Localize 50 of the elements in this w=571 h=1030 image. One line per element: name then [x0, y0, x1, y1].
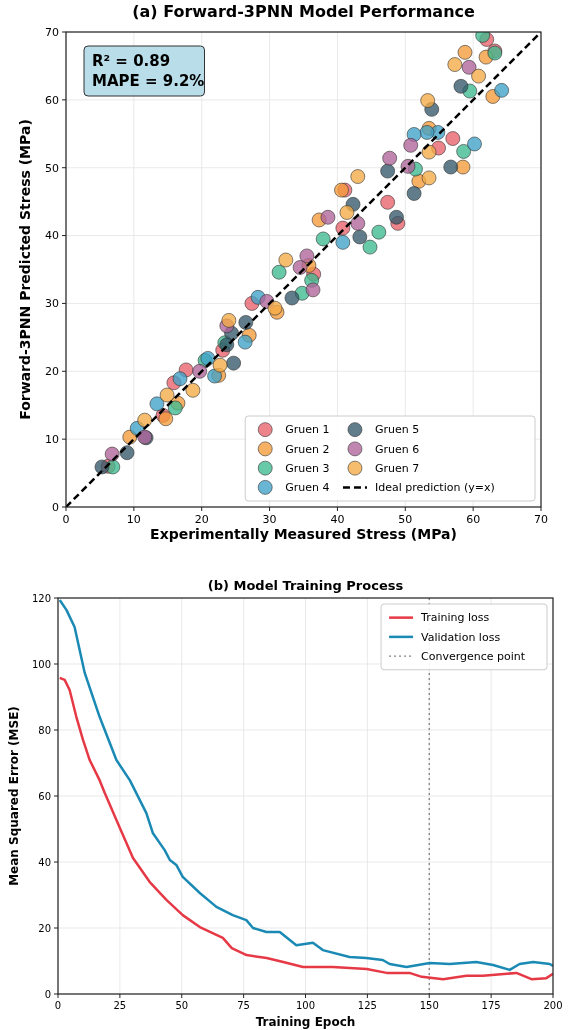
x-tick-label: 50: [175, 1000, 189, 1011]
x-tick-label: 125: [357, 1000, 377, 1011]
x-tick-label: 30: [262, 512, 277, 526]
y-tick-label: 20: [45, 365, 59, 379]
x-tick-label: 70: [534, 512, 548, 526]
legend-label: Gruen 3: [285, 461, 330, 475]
y-tick-label: 0: [52, 500, 59, 514]
y-tick-label: 40: [45, 229, 59, 243]
annotation: R² = 0.89: [92, 52, 171, 71]
annotation: MAPE = 9.2%: [92, 72, 205, 91]
y-axis-title: Forward-3PNN Predicted Stress (MPa): [17, 119, 33, 420]
x-tick-label: 75: [237, 1000, 250, 1011]
legend-label: Gruen 6: [374, 442, 420, 456]
x-tick-label: 0: [62, 512, 70, 526]
y-axis-title: Mean Squared Error (MSE): [7, 706, 21, 886]
legend-label: Gruen 2: [285, 442, 330, 456]
x-axis-title: Experimentally Measured Stress (MPa): [150, 526, 457, 542]
legend-label: Gruen 5: [374, 423, 420, 437]
x-tick-label: 200: [543, 1000, 563, 1011]
x-tick-label: 175: [481, 1000, 501, 1011]
chart-title: (a) Forward-3PNN Model Performance: [132, 2, 475, 21]
chart-title: (b) Model Training Process: [207, 578, 404, 593]
x-tick-label: 10: [126, 512, 141, 526]
y-tick-label: 100: [31, 658, 51, 670]
ref-line-label: Convergence point: [421, 649, 526, 663]
y-tick-label: 60: [45, 93, 59, 107]
legend-label: Gruen 4: [285, 481, 330, 495]
y-tick-label: 120: [31, 592, 51, 604]
legend-label: Validation loss: [421, 630, 501, 644]
y-tick-label: 60: [38, 790, 51, 802]
y-tick-label: 70: [45, 25, 59, 39]
x-tick-label: 20: [194, 512, 209, 526]
legend-label: Training loss: [420, 611, 490, 625]
x-tick-label: 40: [330, 512, 345, 526]
legend-label: Gruen 7: [374, 461, 420, 475]
y-tick-label: 80: [38, 724, 51, 736]
x-tick-label: 50: [398, 512, 413, 526]
y-tick-label: 50: [45, 161, 59, 175]
x-tick-label: 60: [466, 512, 481, 526]
x-tick-label: 25: [113, 1000, 127, 1011]
y-tick-label: 20: [38, 922, 51, 934]
legend-label: Ideal prediction (y=x): [374, 481, 495, 495]
y-tick-label: 30: [45, 297, 59, 311]
x-axis-title: Training Epoch: [255, 1015, 356, 1029]
y-tick-label: 10: [45, 432, 59, 446]
y-tick-label: 40: [38, 856, 51, 868]
y-tick-label: 0: [44, 988, 51, 1000]
x-tick-label: 150: [419, 1000, 439, 1011]
x-tick-label: 100: [295, 1000, 316, 1011]
legend-label: Gruen 1: [285, 423, 330, 437]
